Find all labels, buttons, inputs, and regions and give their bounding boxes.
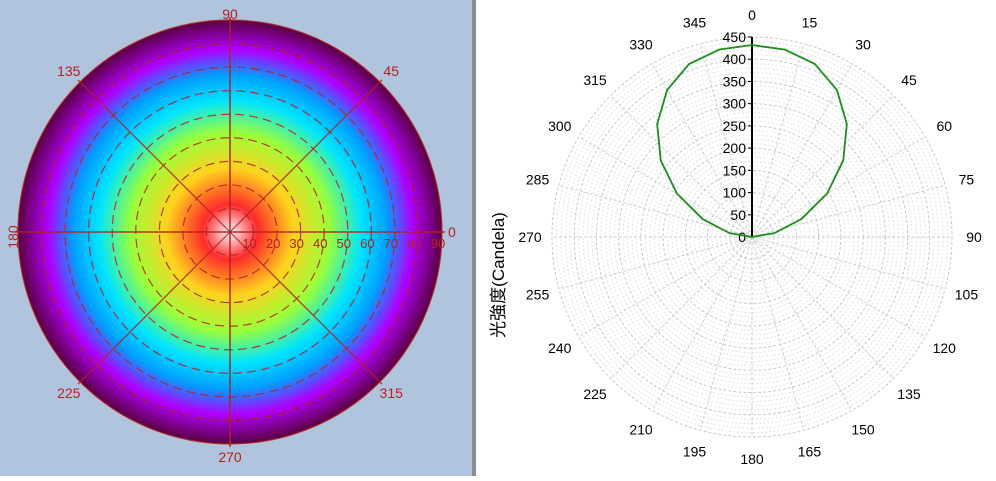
radial-tick-label: 0 — [738, 229, 746, 245]
radial-tick-label: 50 — [337, 236, 351, 251]
radial-tick-label: 150 — [723, 162, 747, 178]
angle-label: 330 — [629, 37, 653, 53]
polar-intensity-panel: 0 345 330 315 300 285 270 255 240 225 210 195 180 165… — [476, 0, 996, 476]
angle-spoke — [751, 236, 926, 338]
angle-label: 75 — [959, 172, 975, 188]
angle-spoke — [699, 43, 753, 238]
angle-label: 195 — [683, 443, 707, 459]
radial-tick-label: 70 — [384, 236, 398, 251]
angle-spoke — [751, 43, 805, 238]
angle-label: 345 — [683, 15, 707, 31]
angle-label: 210 — [629, 421, 653, 437]
radial-tick-label: 60 — [360, 236, 374, 251]
angle-label: 30 — [855, 37, 871, 53]
angle-label: 150 — [851, 421, 875, 437]
angle-label: 180 — [740, 451, 764, 467]
grid-ring — [627, 112, 877, 362]
radial-tick-label: 80 — [407, 236, 421, 251]
angle-spoke — [751, 236, 853, 411]
grid-ring — [658, 143, 846, 331]
angle-label: 165 — [798, 443, 822, 459]
angle-label: 315 — [380, 385, 404, 401]
angle-spoke — [751, 63, 853, 238]
radial-tick-label: 100 — [723, 185, 747, 201]
angle-label: 225 — [583, 386, 607, 402]
panel-divider[interactable] — [472, 0, 476, 476]
radial-tick-label: 200 — [723, 140, 747, 156]
intensity-curve — [656, 44, 848, 238]
angle-spoke — [751, 236, 946, 290]
angle-label: 300 — [548, 118, 572, 134]
angle-spoke — [699, 236, 753, 431]
angle-spoke — [610, 236, 753, 379]
angle-spoke — [558, 184, 753, 238]
grid-ring — [662, 147, 842, 327]
angle-spoke — [751, 236, 805, 431]
radial-tick-label: 30 — [289, 236, 303, 251]
radial-tick-label: 400 — [723, 51, 747, 67]
y-axis-title: 光強度(Candela) — [489, 212, 508, 338]
angle-label: 225 — [57, 385, 81, 401]
angle-label: 135 — [57, 63, 81, 79]
angle-label: 0 — [448, 224, 456, 240]
angle-label: 105 — [955, 286, 979, 302]
angle-spoke — [610, 95, 753, 238]
angle-label: 45 — [901, 72, 917, 88]
radial-tick-label: 350 — [723, 73, 747, 89]
luminous-intensity-heatmap-panel: 0 45 90 135 180 225 270 315 10 20 30 40 50 60 70 80 90 — [0, 0, 472, 476]
radial-tick-label: 90 — [431, 236, 445, 251]
grid-ring — [622, 107, 882, 367]
angle-spoke — [651, 236, 753, 411]
angle-spoke — [751, 184, 946, 238]
angle-label: 315 — [583, 72, 607, 88]
angle-label: 120 — [933, 340, 957, 356]
radial-tick-label: 300 — [723, 96, 747, 112]
angle-axis-line — [229, 231, 383, 385]
angle-label: 90 — [966, 229, 982, 245]
angle-spoke — [751, 236, 894, 379]
radial-tick-label: 20 — [266, 236, 280, 251]
angle-spoke — [558, 236, 753, 290]
angle-label: 0 — [748, 7, 756, 23]
angle-label: 60 — [936, 118, 952, 134]
angle-label: 90 — [222, 6, 238, 22]
angle-spoke — [578, 136, 753, 238]
angle-label: 135 — [897, 386, 921, 402]
radial-tick-label: 40 — [313, 236, 327, 251]
angle-spoke — [578, 236, 753, 338]
angle-axis-line — [77, 79, 231, 233]
radial-tick-label: 450 — [723, 29, 747, 45]
radial-tick-label: 50 — [730, 207, 746, 223]
angle-label: 45 — [383, 63, 399, 79]
grid-ring — [582, 67, 922, 407]
angle-axis-line — [77, 231, 231, 385]
angle-label: 240 — [548, 340, 572, 356]
radial-tick-label: 10 — [242, 236, 256, 251]
radial-tick-label: 250 — [723, 118, 747, 134]
angle-spoke — [751, 136, 926, 238]
angle-label: 270 — [218, 449, 242, 465]
angle-label: 255 — [526, 286, 550, 302]
polar-heatmap-chart: 0 45 90 135 180 225 270 315 10 20 30 40 50 60 70 80 90 — [0, 0, 472, 476]
angle-label: 15 — [802, 15, 818, 31]
angle-spoke — [751, 95, 894, 238]
angle-label: 180 — [5, 225, 21, 249]
angle-label: 285 — [526, 172, 550, 188]
grid-ring — [587, 72, 917, 402]
angle-label: 270 — [518, 229, 542, 245]
grid-ring — [618, 103, 886, 371]
angle-spoke — [651, 63, 753, 238]
grid-ring — [702, 187, 802, 287]
grid-ring — [707, 192, 797, 282]
grid-ring — [698, 183, 806, 291]
grid-ring — [738, 223, 766, 251]
angle-axis-line — [229, 79, 383, 233]
